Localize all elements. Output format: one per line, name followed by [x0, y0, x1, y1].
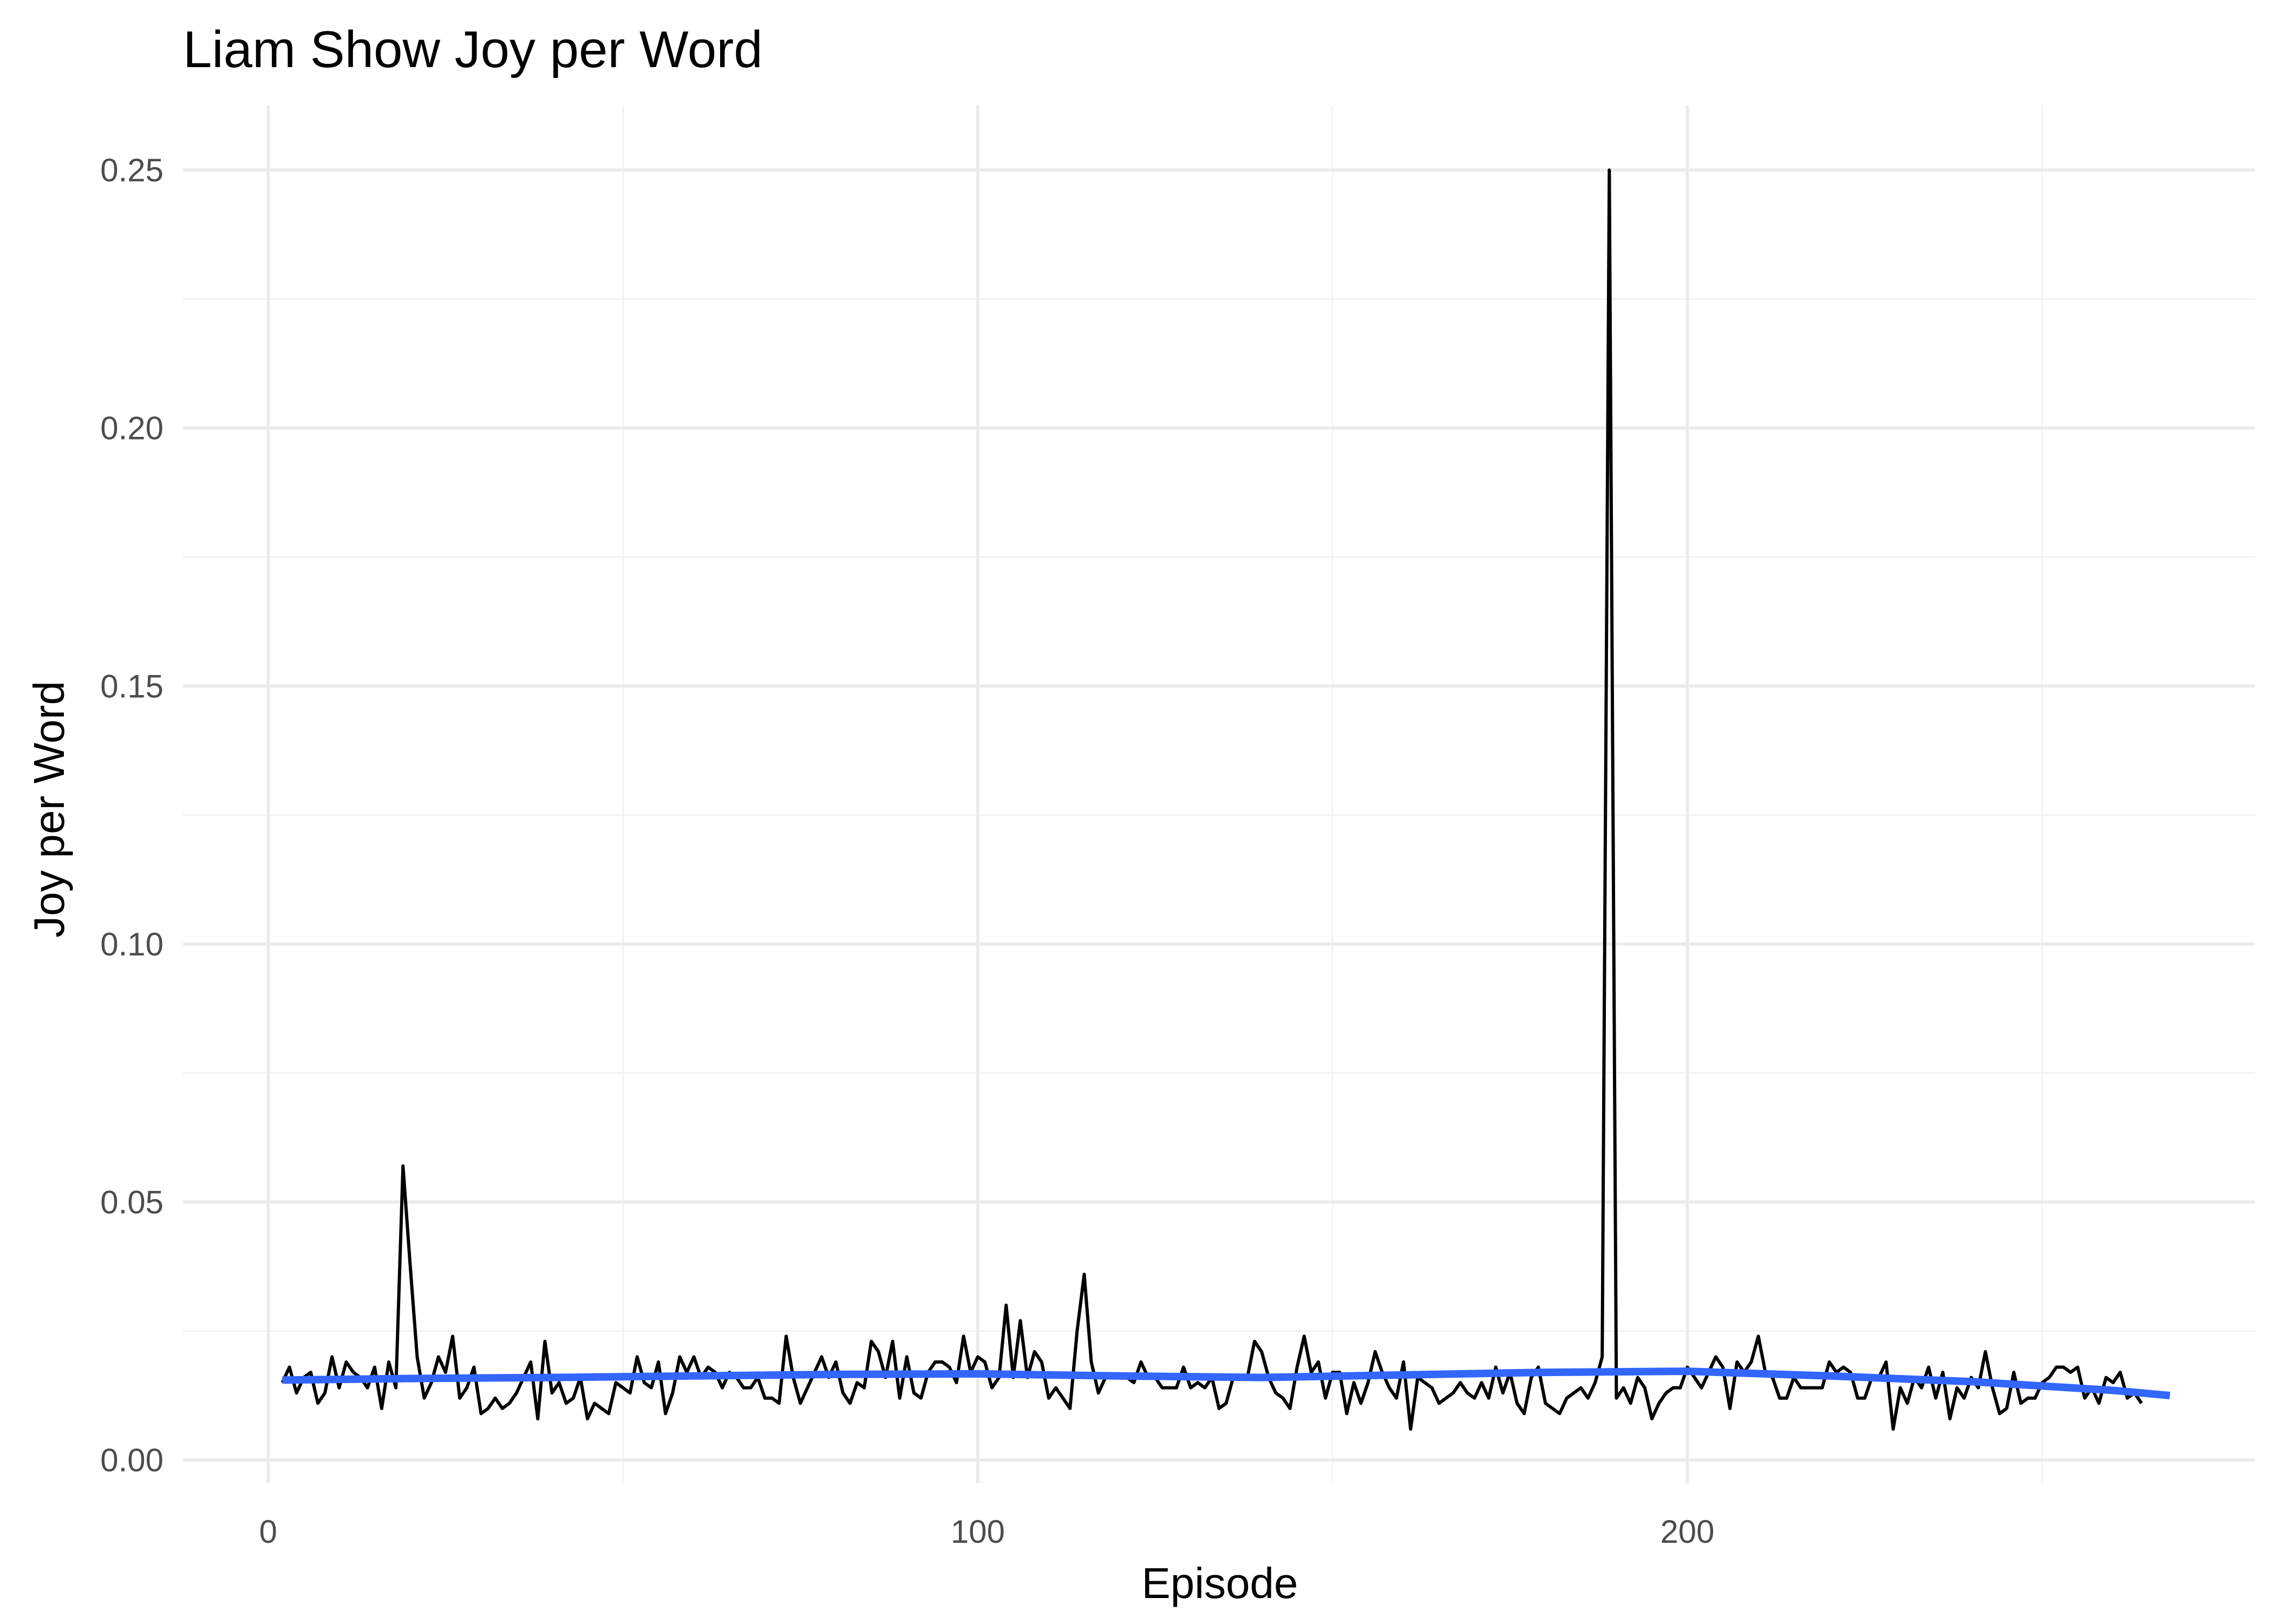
y-tick-label: 0.10 — [100, 926, 164, 962]
x-axis-ticks: 0 100 200 — [259, 1514, 1715, 1550]
smoothed-trend-line — [282, 1367, 2171, 1399]
x-axis-label: Episode — [1141, 1559, 1298, 1607]
x-tick-label: 100 — [951, 1514, 1005, 1550]
x-tick-label: 200 — [1660, 1514, 1714, 1550]
y-tick-label: 0.25 — [100, 152, 164, 188]
x-tick-label: 0 — [259, 1514, 277, 1550]
chart-title: Liam Show Joy per Word — [183, 21, 763, 78]
grid — [183, 106, 2255, 1483]
joy-per-word-line — [280, 168, 2143, 1431]
y-tick-label: 0.05 — [100, 1184, 164, 1221]
y-tick-label: 0.20 — [100, 410, 164, 447]
y-axis-label: Joy per Word — [25, 681, 73, 938]
y-axis-ticks: 0.00 0.05 0.10 0.15 0.20 0.25 — [100, 152, 164, 1478]
y-tick-label: 0.00 — [100, 1442, 164, 1478]
series-layer — [280, 168, 2171, 1431]
y-tick-label: 0.15 — [100, 668, 164, 704]
